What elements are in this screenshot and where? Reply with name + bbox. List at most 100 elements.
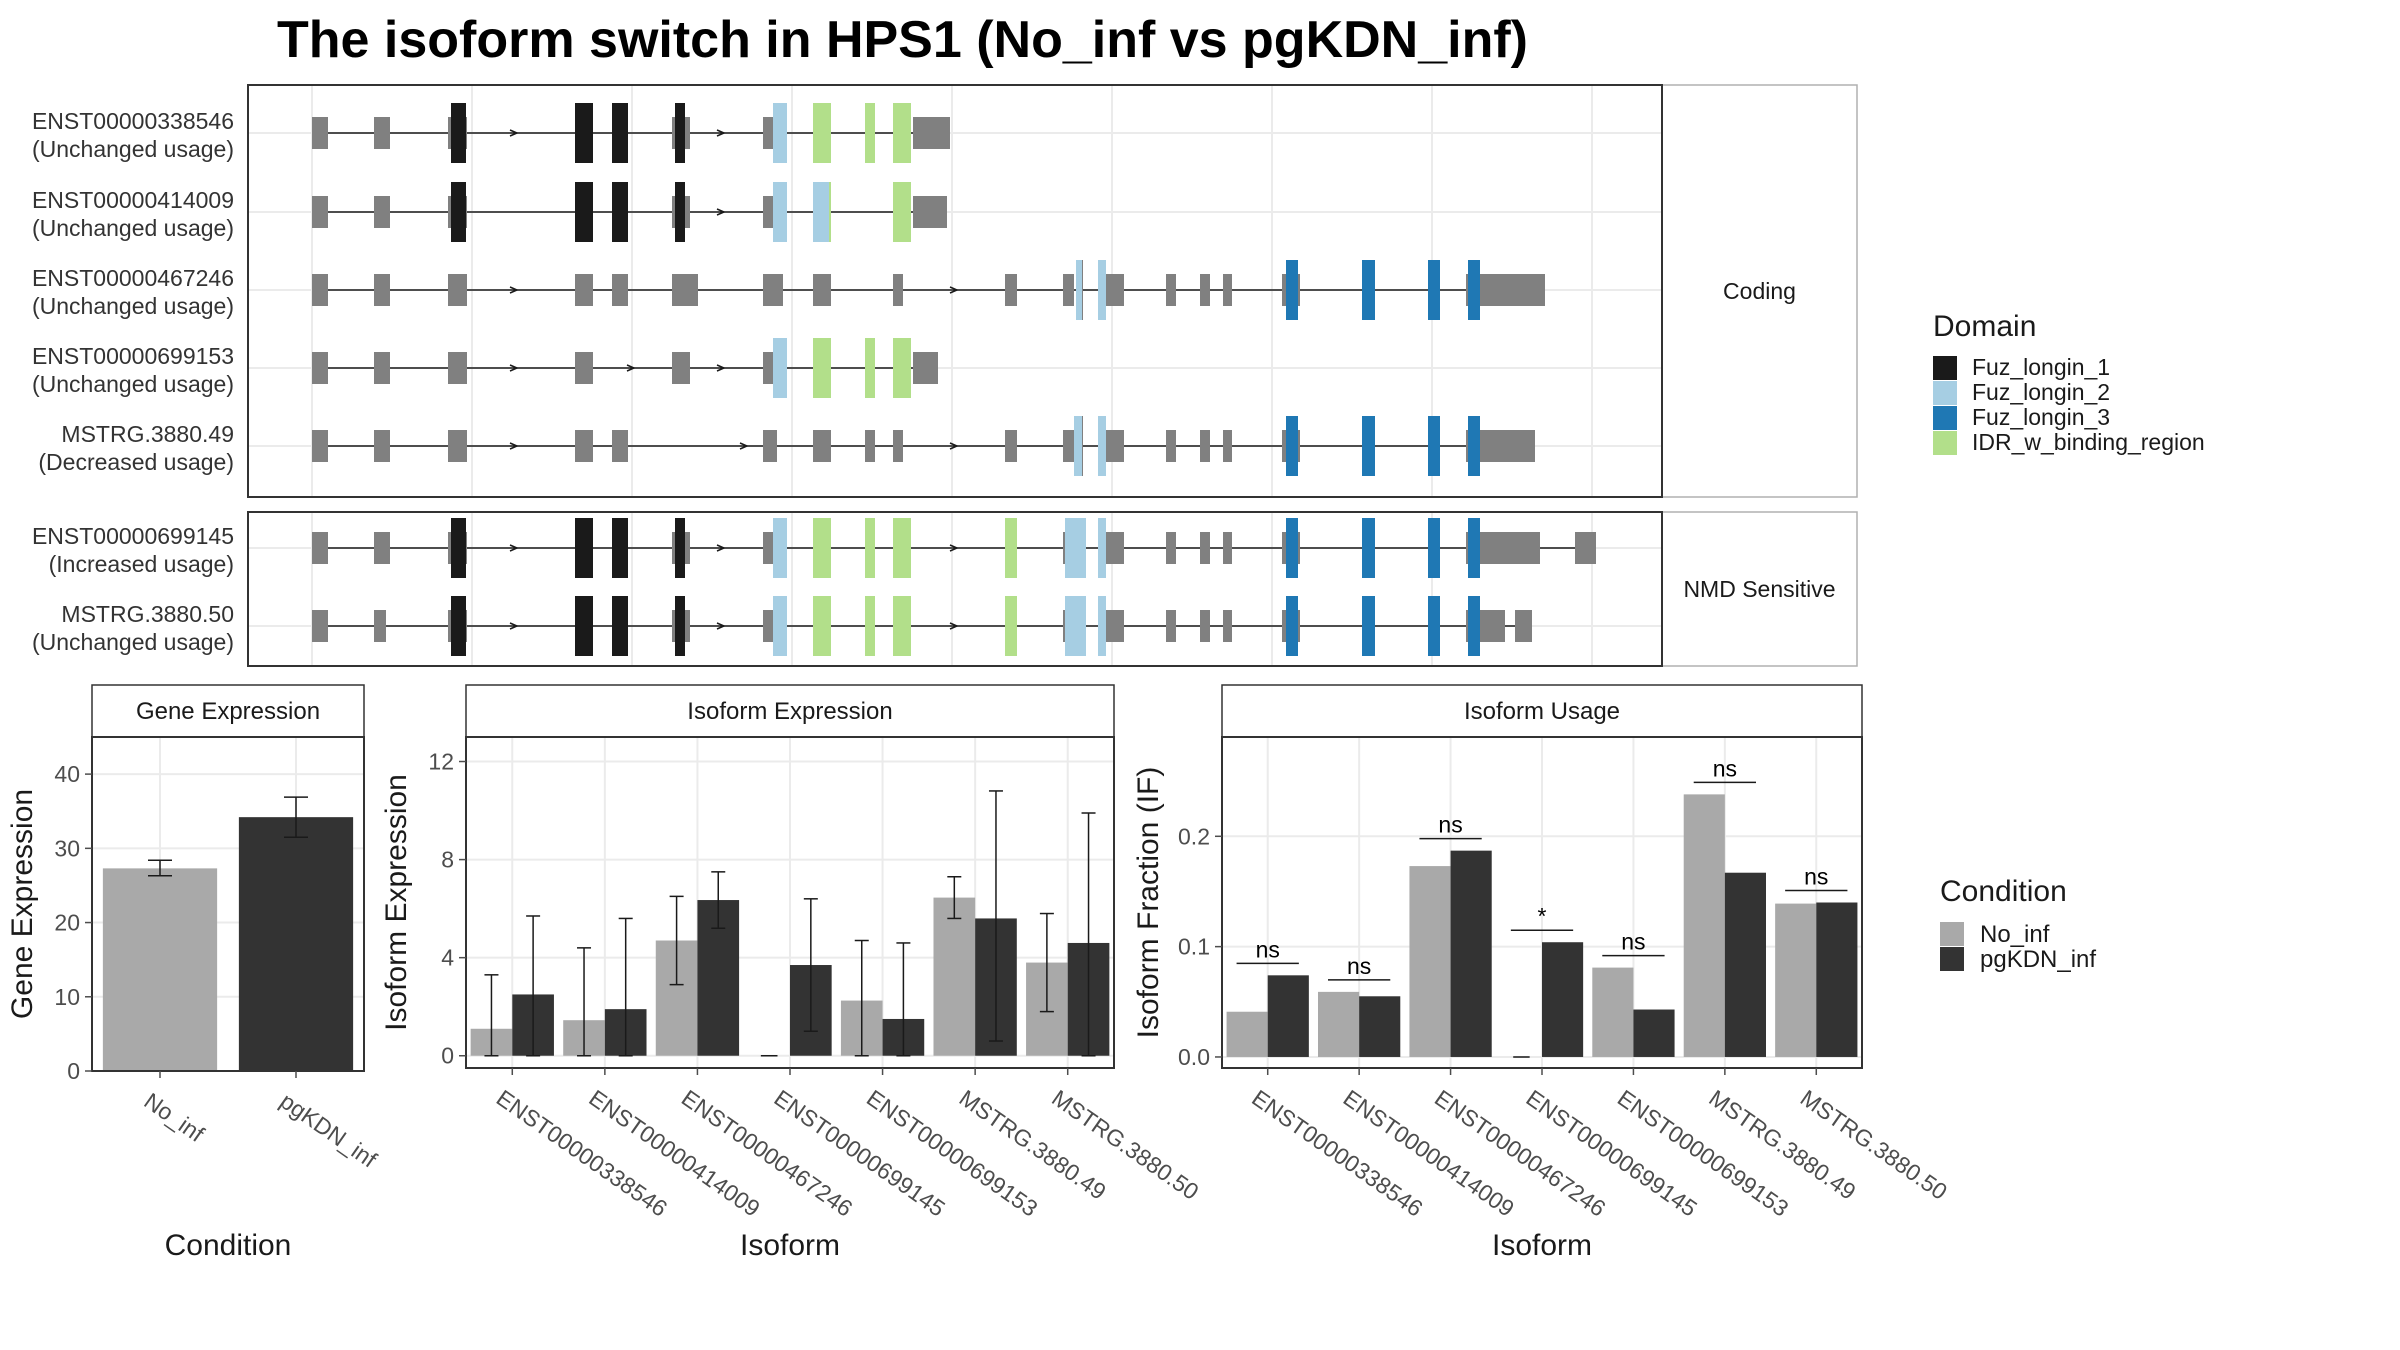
condition-legend-label: pgKDN_inf (1980, 946, 2096, 973)
domain-legend: Domain Fuz_longin_1Fuz_longin_2Fuz_longin… (1933, 310, 2205, 455)
y-tick-label: 0 (441, 1043, 454, 1069)
domain-idr-w-binding-region (893, 338, 911, 398)
structure-panel-border (247, 511, 1663, 667)
condition-legend-key (1940, 922, 1964, 946)
x-tick-label: ENST00000467246 (677, 1085, 857, 1222)
domain-fuz-longin-1 (575, 518, 593, 578)
domain-legend-key (1933, 381, 1957, 405)
data-bar (1816, 902, 1858, 1057)
isoform-id-label: ENST00000338546 (32, 108, 234, 134)
significance-label: ns (1713, 755, 1737, 781)
gene-structure-panel: Coding ENST00000338546 (Unchanged usage) EN… (32, 84, 1858, 667)
exon (1166, 274, 1176, 306)
strand-arrow (509, 442, 519, 450)
gene-expression-panel: Gene Expression 0 10 20 30 40 No_inf pgKDN_inf C… (6, 684, 382, 1262)
y-tick-label: 20 (54, 910, 80, 936)
exon (1200, 532, 1210, 564)
domain-fuz-longin-2 (773, 103, 787, 163)
exon (1166, 532, 1176, 564)
data-bar (1359, 996, 1401, 1057)
x-axis-title: Condition (165, 1229, 292, 1262)
domain-legend-label: IDR_w_binding_region (1972, 429, 2205, 455)
exon (575, 430, 593, 462)
strand-arrow (716, 544, 726, 552)
significance-label: ns (1621, 929, 1645, 955)
domain-fuz-longin-2 (773, 518, 787, 578)
isoform-usage-panel: Isoform Usage ns ns ns * ns ns ns 0.0 0.1 0.2 ENST0… (1132, 684, 1952, 1262)
exon (1005, 274, 1017, 306)
x-axis-title: Isoform (740, 1229, 840, 1262)
domain-fuz-longin-2 (773, 338, 787, 398)
domain-fuz-longin-2 (1098, 596, 1106, 656)
strand-arrow (949, 442, 959, 450)
domain-fuz-longin-1 (612, 518, 628, 578)
exon (1166, 610, 1176, 642)
strand-arrow (949, 544, 959, 552)
x-tick-label: ENST00000414009 (584, 1085, 764, 1222)
exon (587, 352, 593, 384)
domain-fuz-longin-3 (1468, 596, 1480, 656)
x-axis-title: Isoform (1492, 1229, 1592, 1262)
exon (1575, 532, 1596, 564)
domain-fuz-longin-2 (773, 596, 787, 656)
facet-strip-label: Coding (1723, 278, 1796, 304)
exon (1200, 430, 1210, 462)
domain-idr-w-binding-region (829, 182, 831, 242)
y-tick-label: 0.2 (1178, 823, 1210, 849)
x-tick-label: ENST00000699145 (1521, 1085, 1701, 1222)
x-tick-label: ENST00000699145 (769, 1085, 949, 1222)
x-tick-label: ENST00000699153 (1613, 1085, 1793, 1222)
facet-strip (1661, 511, 1858, 667)
strand-arrow (716, 622, 726, 630)
exon (575, 274, 593, 306)
isoform-usage-label: (Unchanged usage) (32, 293, 234, 319)
data-bar (1226, 1011, 1268, 1057)
domain-fuz-longin-3 (1428, 260, 1440, 320)
domain-idr-w-binding-region (813, 596, 831, 656)
significance-label: ns (1804, 864, 1828, 890)
isoform-id-label: MSTRG.3880.49 (61, 421, 234, 447)
strand-arrow (716, 129, 726, 137)
strand-arrow (509, 364, 519, 372)
isoform-usage-label: (Unchanged usage) (32, 629, 234, 655)
exon (312, 532, 328, 564)
exon (448, 430, 467, 462)
y-tick-label: 12 (428, 749, 454, 775)
exon (813, 274, 831, 306)
domain-idr-w-binding-region (865, 518, 875, 578)
domain-fuz-longin-2 (1065, 596, 1086, 656)
isoform-usage-label: (Unchanged usage) (32, 215, 234, 241)
domain-idr-w-binding-region (813, 518, 831, 578)
data-bar (1542, 942, 1584, 1057)
exon (865, 430, 875, 462)
domain-fuz-longin-1 (675, 103, 685, 163)
exon (374, 430, 390, 462)
strand-arrow (739, 442, 749, 450)
exon (448, 352, 467, 384)
data-bar (1683, 794, 1725, 1057)
x-tick-label: No_inf (139, 1088, 209, 1148)
exon (1063, 274, 1074, 306)
exon (374, 274, 390, 306)
panel-strip (465, 684, 1115, 738)
y-tick-label: 8 (441, 847, 454, 873)
domain-fuz-longin-3 (1286, 596, 1298, 656)
isoform-track (312, 338, 938, 398)
data-bar (1409, 866, 1451, 1057)
x-tick-label: pgKDN_inf (275, 1088, 382, 1173)
x-tick-label: ENST00000338546 (1247, 1085, 1427, 1222)
data-bar (1318, 991, 1360, 1057)
facet-strip-label: NMD Sensitive (1683, 576, 1835, 602)
exon (1515, 610, 1532, 642)
exon (672, 352, 690, 384)
isoform-expression-panel: Isoform Expression04812ENST00000338546EN… (380, 684, 1204, 1262)
data-bar (1450, 850, 1492, 1057)
condition-legend-title: Condition (1940, 875, 2067, 908)
domain-fuz-longin-1 (575, 182, 593, 242)
domain-legend-key (1933, 406, 1957, 430)
exon (312, 352, 328, 384)
exon (893, 274, 903, 306)
domain-fuz-longin-1 (675, 596, 685, 656)
isoform-id-label: ENST00000699145 (32, 523, 234, 549)
